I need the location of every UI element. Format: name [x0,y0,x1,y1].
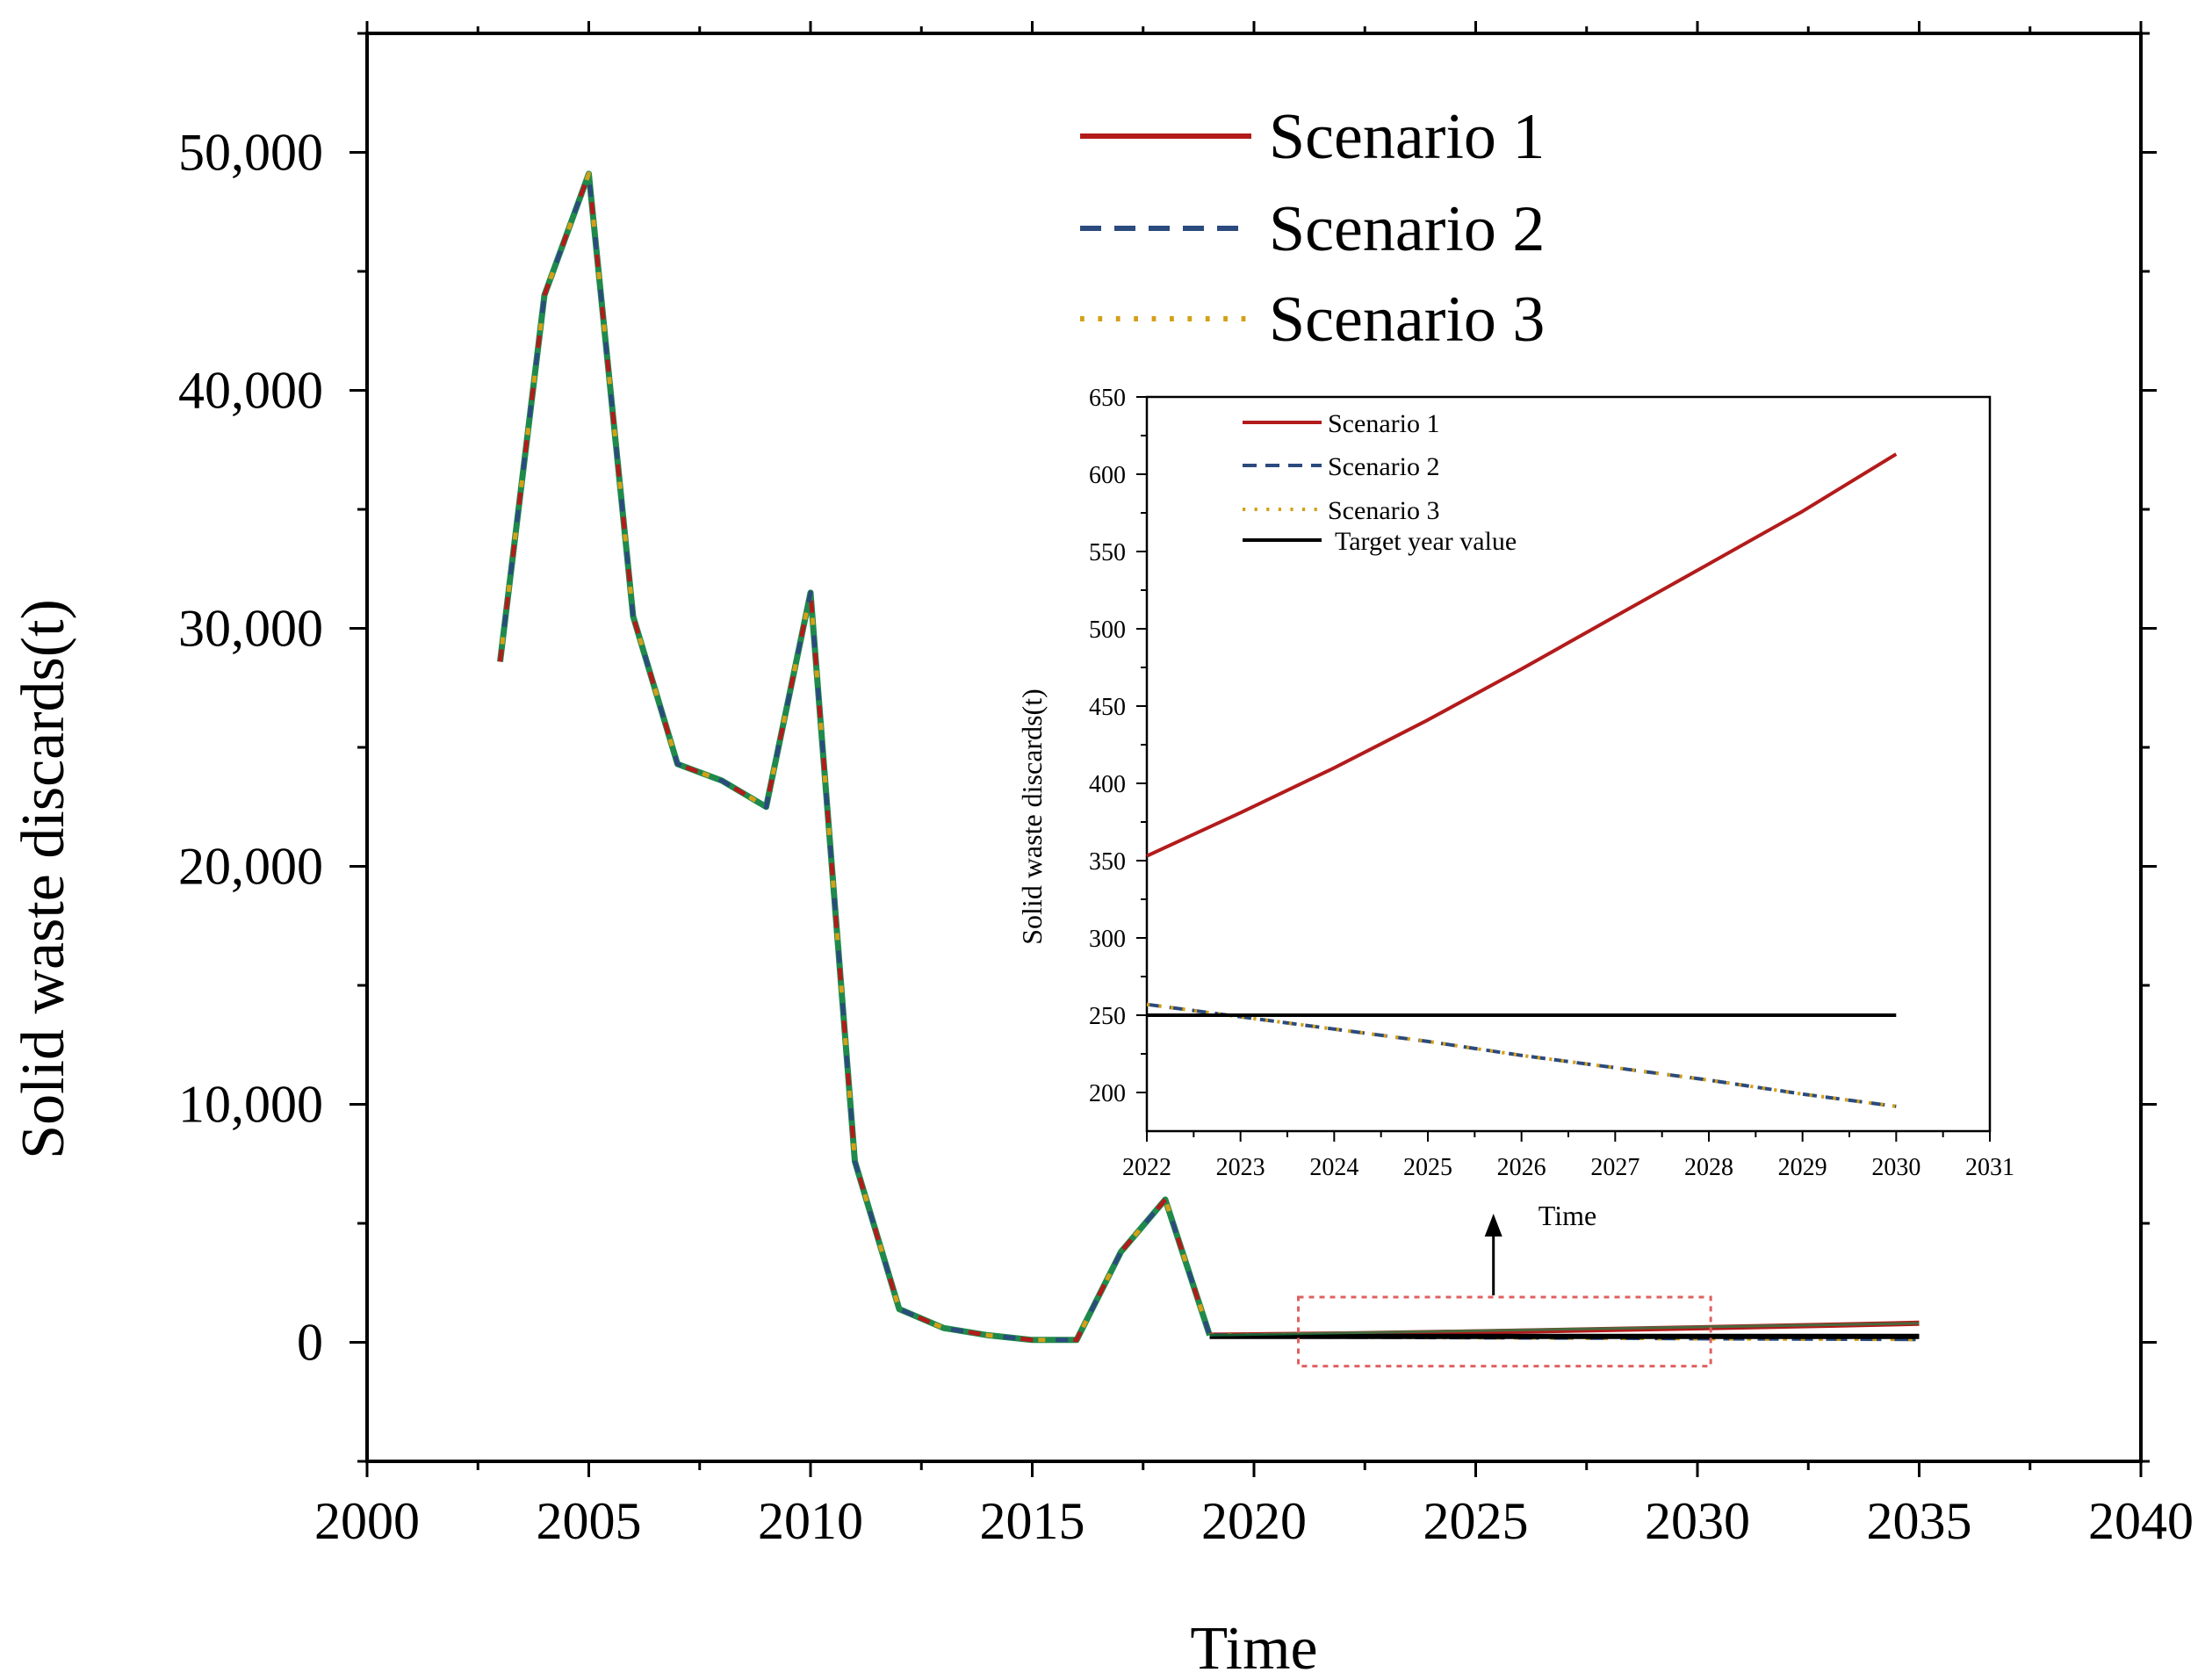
zoom-arrow-head [1484,1214,1502,1237]
inset-series-scenario-1 [1146,452,1898,858]
x-tick-label: 2025 [1423,1492,1529,1550]
inset-plot-frame [1145,395,1992,1133]
inset-y-tick-label: 300 [1089,926,1126,953]
inset-chart: 2022 2023 2024 2025 2026 2027 2028 2029 2030 2031… [1016,385,2014,1231]
historical-line-scenario-1 [498,171,1212,1343]
y-tick-label: 20,000 [178,838,323,896]
inset-x-axis-title: Time [1538,1200,1596,1231]
inset-y-tick-label: 200 [1089,1080,1126,1107]
main-chart: 2000 2005 2010 2015 2020 2025 2030 2035 2040 0 10,… [10,21,2194,1680]
inset-legend-label-scenario-3: Scenario 3 [1328,496,1439,525]
main-legend: Scenario 1 Scenario 2 Scenario 3 [1080,101,1545,356]
inset-legend-label-scenario-2: Scenario 2 [1328,452,1439,481]
legend-label-scenario-3: Scenario 3 [1269,284,1545,356]
legend-label-scenario-1: Scenario 1 [1269,101,1545,173]
main-overlay-tail [1209,1322,1920,1337]
y-tick-label: 40,000 [178,362,323,420]
historical-line-scenario-2 [498,171,1212,1343]
inset-x-tick-label: 2022 [1122,1154,1171,1181]
x-tick-label: 2015 [980,1492,1085,1550]
inset-x-tick-label: 2023 [1216,1154,1265,1181]
inset-x-tick-label: 2024 [1309,1154,1358,1181]
inset-y-tick-label: 350 [1089,848,1126,876]
x-axis-title: Time [1190,1615,1317,1680]
inset-y-tick-label: 600 [1089,462,1126,489]
x-tick-label: 2005 [537,1492,642,1550]
y-tick-label: 0 [297,1314,323,1372]
x-tick-label: 2035 [1867,1492,1972,1550]
legend-label-scenario-2: Scenario 2 [1269,193,1545,265]
y-axis-title: Solid waste discards(t) [10,599,77,1159]
x-tick-label: 2040 [2088,1492,2194,1550]
inset-x-tick-label: 2030 [1871,1154,1920,1181]
inset-x-tick-label: 2026 [1497,1154,1546,1181]
inset-y-axis-title: Solid waste discards(t) [1016,689,1048,945]
zoom-region-box [1297,1295,1712,1368]
x-tick-label: 2010 [758,1492,863,1550]
inset-y-tick-label: 450 [1089,694,1126,721]
inset-y-tick-label: 550 [1089,539,1126,566]
x-tick-label: 2000 [314,1492,420,1550]
inset-y-tick-label: 400 [1089,771,1126,798]
y-tick-label: 10,000 [178,1076,323,1134]
inset-series-scenario-2 [1146,1002,1897,1108]
inset-legend-label-target-year-value: Target year value [1335,527,1517,556]
inset-x-tick-label: 2025 [1403,1154,1452,1181]
inset-x-tick-label: 2031 [1965,1154,2014,1181]
y-tick-label: 30,000 [178,600,323,658]
x-tick-label: 2030 [1645,1492,1750,1550]
inset-legend-label-scenario-1: Scenario 1 [1328,409,1439,438]
inset-x-tick-label: 2029 [1778,1154,1827,1181]
inset-x-tick-label: 2027 [1590,1154,1639,1181]
y-tick-label: 50,000 [178,124,323,182]
inset-y-tick-label: 650 [1089,385,1126,412]
inset-x-tick-label: 2028 [1684,1154,1733,1181]
inset-y-tick-label: 250 [1089,1003,1126,1030]
x-tick-label: 2020 [1201,1492,1307,1550]
inset-y-tick-label: 500 [1089,616,1126,644]
